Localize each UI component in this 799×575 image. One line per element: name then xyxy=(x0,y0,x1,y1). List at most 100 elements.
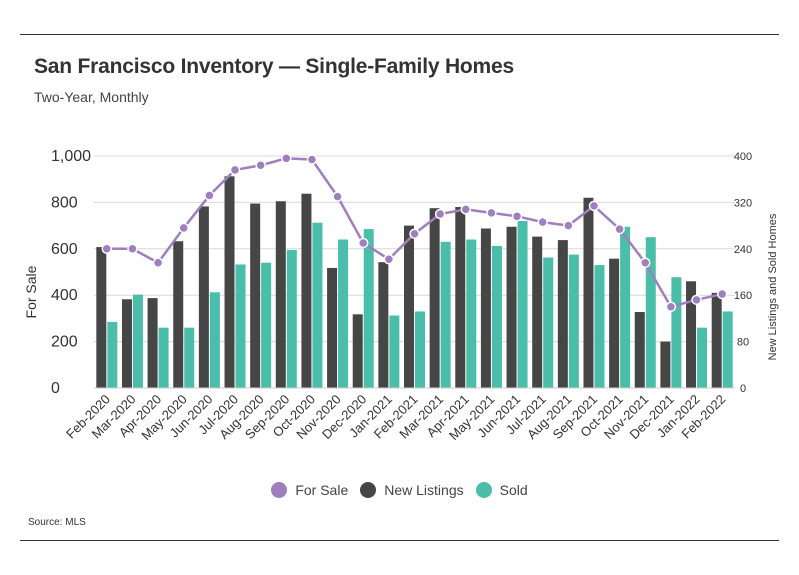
bar-sold xyxy=(184,327,195,388)
point-for-sale xyxy=(281,153,292,164)
bar-new-listings xyxy=(96,247,107,388)
bar-sold xyxy=(389,315,400,388)
bar-sold xyxy=(107,321,118,388)
bar-sold xyxy=(312,222,323,388)
legend-label-for-sale: For Sale xyxy=(295,482,349,498)
chart-legend: For Sale New Listings Sold xyxy=(0,482,799,498)
point-for-sale xyxy=(460,204,472,215)
point-for-sale xyxy=(588,200,600,212)
bar-sold xyxy=(671,277,682,388)
bar-new-listings xyxy=(327,267,338,388)
y-left-tick-label: 0 xyxy=(51,380,60,397)
bar-sold xyxy=(286,249,297,388)
point-for-sale xyxy=(434,208,446,220)
point-for-sale xyxy=(486,207,497,219)
bar-sold xyxy=(645,237,656,388)
source-note: Source: MLS xyxy=(28,517,86,528)
bar-sold xyxy=(543,257,554,388)
y-right-tick-label: 80 xyxy=(737,337,749,349)
bar-new-listings xyxy=(686,281,697,388)
point-for-sale xyxy=(640,257,651,268)
bar-new-listings xyxy=(711,292,722,388)
y-right-tick-label: 320 xyxy=(734,197,752,209)
bar-sold xyxy=(132,294,143,388)
bar-new-listings xyxy=(198,206,209,388)
point-for-sale xyxy=(127,243,138,255)
bar-new-listings xyxy=(634,312,645,388)
bar-new-listings xyxy=(557,240,568,388)
point-for-sale xyxy=(614,223,625,235)
point-for-sale xyxy=(665,301,677,313)
y-left-tick-label: 800 xyxy=(51,194,78,211)
bar-new-listings xyxy=(404,225,414,388)
bar-sold xyxy=(363,229,374,388)
y-right-tick-label: 160 xyxy=(734,290,752,302)
bar-new-listings xyxy=(378,262,389,388)
bar-sold xyxy=(722,311,733,388)
y-left-axis-title: For Sale xyxy=(23,265,39,318)
bar-new-listings xyxy=(583,197,594,388)
point-for-sale xyxy=(152,257,164,268)
bar-new-listings xyxy=(455,207,466,388)
y-right-tick-label: 400 xyxy=(734,151,752,163)
point-for-sale xyxy=(511,211,523,222)
legend-item-sold[interactable]: Sold xyxy=(475,482,528,498)
bar-sold xyxy=(491,245,502,388)
bar-sold xyxy=(697,327,708,388)
y-right-tick-label: 240 xyxy=(734,244,752,256)
bar-new-listings xyxy=(429,208,440,388)
y-right-tick-label: 0 xyxy=(740,383,746,395)
chart-title: San Francisco Inventory — Single-Family … xyxy=(34,55,514,78)
bar-new-listings xyxy=(224,176,235,388)
point-for-sale xyxy=(537,216,548,228)
point-for-sale xyxy=(691,294,702,306)
legend-swatch-sold xyxy=(475,482,492,498)
bar-sold xyxy=(209,292,220,388)
bar-sold xyxy=(440,241,451,388)
bar-sold xyxy=(415,311,425,388)
bar-sold xyxy=(235,264,246,388)
legend-label-new-listings: New Listings xyxy=(384,482,464,498)
legend-item-for-sale[interactable]: For Sale xyxy=(271,482,348,498)
y-left-tick-label: 400 xyxy=(51,287,78,304)
point-for-sale xyxy=(563,220,574,231)
chart-subtitle: Two-Year, Monthly xyxy=(34,89,149,105)
legend-swatch-for-sale xyxy=(271,482,288,498)
bar-sold xyxy=(261,262,272,388)
bar-sold xyxy=(568,254,579,388)
bar-new-listings xyxy=(173,241,184,388)
legend-label-sold: Sold xyxy=(499,482,528,498)
bar-new-listings xyxy=(275,201,286,388)
point-for-sale xyxy=(229,164,241,176)
bar-new-listings xyxy=(147,298,158,388)
bar-new-listings xyxy=(506,226,517,388)
bar-new-listings xyxy=(301,193,312,388)
point-for-sale xyxy=(101,243,113,255)
bar-sold xyxy=(594,265,605,388)
point-for-sale xyxy=(306,154,318,165)
point-for-sale xyxy=(332,191,343,202)
legend-swatch-new-listings xyxy=(360,482,377,498)
point-for-sale xyxy=(255,160,266,171)
bar-sold xyxy=(466,239,477,388)
bar-sold xyxy=(338,239,349,388)
y-right-axis-title: New Listings and Sold Homes xyxy=(767,213,779,360)
bar-new-listings xyxy=(121,299,132,388)
y-left-tick-label: 1,000 xyxy=(51,148,91,165)
legend-item-new-listings[interactable]: New Listings xyxy=(360,482,464,498)
point-for-sale xyxy=(409,228,420,239)
bar-sold xyxy=(158,327,169,388)
bar-new-listings xyxy=(660,341,671,388)
bottom-rule xyxy=(20,540,779,541)
y-left-tick-label: 200 xyxy=(51,334,78,351)
bar-new-listings xyxy=(609,258,620,388)
bar-sold xyxy=(517,220,528,388)
bar-new-listings xyxy=(532,236,543,388)
bar-new-listings xyxy=(480,228,491,388)
y-left-tick-label: 600 xyxy=(51,241,78,258)
point-for-sale xyxy=(716,288,728,300)
bar-new-listings xyxy=(352,314,363,388)
point-for-sale xyxy=(357,237,369,249)
bar-sold xyxy=(620,226,631,388)
